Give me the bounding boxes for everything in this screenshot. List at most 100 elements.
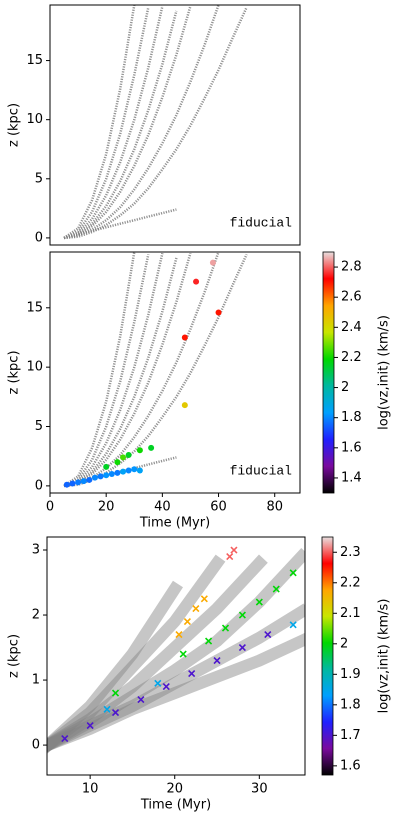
x-axis-label: Time (Myr) (140, 798, 211, 813)
annotation: fiducial (230, 463, 293, 478)
point-marker (80, 478, 87, 485)
x-tick-label: 80 (266, 500, 283, 515)
y-axis-label: z (kpc) (7, 350, 22, 394)
y-tick-label: 15 (26, 53, 43, 68)
y-tick-label: 0 (35, 478, 43, 493)
colorbar-label: log(vz,init) (km/s) (377, 599, 392, 714)
point-marker (63, 481, 70, 488)
plot-area (63, 252, 248, 488)
trajectory (63, 252, 220, 488)
point-marker (114, 459, 121, 466)
point-marker (131, 466, 138, 473)
cross-marker (137, 696, 145, 704)
colorbar-tick-label: 2.3 (340, 545, 361, 560)
trajectory (63, 7, 150, 240)
x-tick-label: 30 (251, 782, 268, 797)
cross-marker (213, 656, 221, 665)
trajectory (63, 257, 178, 488)
trajectory (63, 10, 178, 240)
cross-marker (289, 569, 297, 577)
cross-marker (154, 679, 162, 687)
point-marker (148, 444, 155, 451)
cross-marker (162, 682, 170, 691)
point-marker (69, 480, 76, 487)
point-marker (193, 278, 200, 285)
cross-marker (230, 546, 238, 554)
y-tick-label: 2 (32, 608, 40, 623)
cross-marker (103, 705, 111, 713)
y-tick-label: 0 (32, 738, 40, 753)
point-marker (103, 463, 110, 470)
cross-marker (192, 604, 200, 613)
colorbar-tick-label: 1.9 (340, 667, 361, 682)
trajectory (63, 5, 220, 240)
y-tick-label: 5 (35, 419, 43, 434)
cross-marker (183, 617, 191, 626)
point-marker (181, 402, 188, 409)
cross-marker (111, 689, 120, 697)
axes-frame (49, 251, 301, 494)
cross-marker (289, 621, 297, 629)
point-marker (215, 309, 222, 316)
y-tick-label: 10 (26, 112, 43, 127)
y-tick-label: 3 (32, 543, 40, 558)
x-tick-label: 40 (154, 500, 171, 515)
y-tick-label: 10 (26, 360, 43, 375)
colorbar-label: log(vz,init) (km/s) (377, 315, 392, 430)
point-marker (125, 467, 132, 474)
trajectory (63, 208, 177, 240)
point-marker (209, 259, 216, 266)
x-axis-label: Time (Myr) (139, 516, 210, 531)
y-tick-label: 1 (32, 673, 40, 688)
trajectory (63, 254, 150, 488)
y-tick-label: 15 (26, 300, 43, 315)
cross-marker (255, 598, 263, 606)
point-marker (181, 334, 188, 341)
point-marker (125, 452, 132, 459)
cross-marker (221, 624, 230, 632)
cross-marker (264, 630, 272, 639)
cross-marker (238, 643, 246, 652)
trajectory (63, 253, 248, 488)
density-band (47, 580, 184, 754)
trajectory (63, 5, 136, 239)
point-marker (91, 474, 98, 481)
colorbar-tick-label: 2.2 (341, 350, 362, 365)
point-marker (75, 479, 82, 486)
colorbar-tick-label: 2.4 (341, 320, 362, 335)
colorbar-tick-label: 1.7 (340, 728, 361, 743)
point-marker (108, 471, 115, 478)
cross-marker (200, 595, 208, 603)
annotation: fiducial (230, 215, 293, 230)
trajectory (63, 5, 192, 240)
point-marker (136, 467, 143, 474)
axes-frame (46, 536, 306, 776)
point-marker (103, 472, 110, 479)
cross-marker (188, 669, 196, 678)
cross-marker (111, 709, 120, 717)
cross-marker (61, 735, 69, 743)
trajectory (63, 252, 164, 488)
point-marker (114, 469, 121, 476)
cross-marker (205, 637, 213, 645)
x-tick-label: 20 (166, 782, 183, 797)
point-marker (136, 447, 143, 454)
colorbar-tick-label: 1.8 (340, 697, 361, 712)
colorbar-tick-label: 2.1 (340, 606, 361, 621)
colorbar-tick-label: 2 (340, 636, 348, 651)
x-tick-label: 10 (82, 782, 99, 797)
trajectory (63, 6, 248, 240)
trajectory (63, 252, 136, 487)
point-marker (97, 473, 104, 480)
colorbar-tick-label: 2 (341, 380, 349, 395)
cross-marker (272, 585, 280, 593)
colorbar-tick-label: 2.6 (341, 290, 362, 305)
point-marker (86, 476, 93, 483)
x-tick-label: 0 (46, 500, 54, 515)
colorbar (322, 251, 335, 494)
y-tick-label: 0 (35, 230, 43, 245)
x-tick-label: 20 (98, 500, 115, 515)
density-band (47, 554, 226, 754)
